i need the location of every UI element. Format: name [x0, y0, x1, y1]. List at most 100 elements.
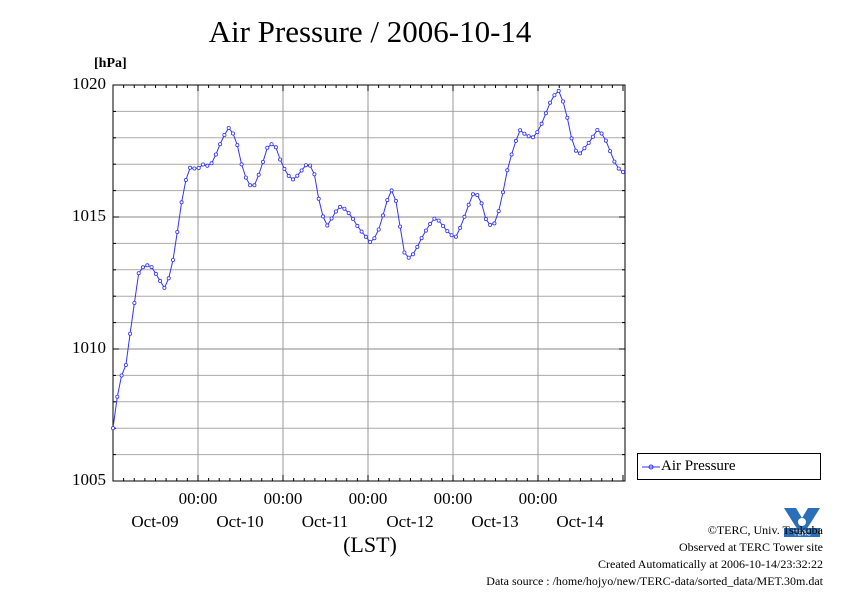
data-point [548, 100, 553, 105]
data-point [342, 206, 347, 211]
data-point [248, 183, 253, 188]
data-point [595, 127, 600, 132]
data-point [222, 132, 227, 137]
data-point [492, 221, 497, 226]
data-point [368, 240, 373, 245]
data-point [115, 394, 120, 399]
data-point [153, 271, 158, 276]
data-point [119, 373, 124, 378]
y-tick-label: 1005 [72, 470, 106, 489]
data-point [565, 115, 570, 120]
x-tick-date: Oct-09 [131, 512, 179, 531]
data-point [436, 218, 441, 223]
source-text: Data source : /home/hojyo/new/TERC-data/… [486, 574, 823, 588]
x-tick-time: 00:00 [178, 489, 218, 508]
data-point [273, 145, 278, 150]
data-point [449, 233, 454, 238]
y-tick-label: 1015 [72, 206, 106, 225]
data-point [175, 229, 180, 234]
y-tick-label: 1020 [72, 74, 106, 93]
data-point [376, 227, 381, 232]
data-point [252, 183, 257, 188]
data-point [621, 170, 626, 175]
data-point [200, 162, 205, 167]
data-point [235, 143, 240, 148]
logo-text: TERC [792, 530, 811, 538]
data-point [591, 134, 596, 139]
x-axis-label: (LST) [343, 532, 397, 557]
data-point [599, 131, 604, 136]
data-point [582, 146, 587, 151]
x-tick-date: Oct-10 [216, 512, 264, 531]
data-point [440, 223, 445, 228]
axes-frame [112, 84, 626, 482]
legend-label: Air Pressure [661, 458, 736, 474]
data-point [299, 168, 304, 173]
data-point [162, 285, 167, 290]
data-point [496, 209, 501, 214]
legend-marker-icon [642, 464, 660, 470]
data-point [183, 177, 188, 182]
data-point [256, 172, 261, 177]
data-point [500, 190, 505, 195]
legend: Air Pressure [637, 453, 821, 480]
data-point [556, 88, 561, 93]
data-point [573, 148, 578, 153]
data-point [398, 224, 403, 229]
data-point [479, 201, 484, 206]
terc-logo: TERC [782, 504, 822, 538]
data-point [325, 223, 330, 228]
data-point [132, 300, 137, 305]
air-pressure-points [111, 88, 626, 431]
data-point [338, 204, 343, 209]
data-point [470, 192, 475, 197]
x-tick-time: 00:00 [518, 489, 558, 508]
x-tick-time: 00:00 [348, 489, 388, 508]
data-point [526, 134, 531, 139]
data-point [423, 228, 428, 233]
data-point [346, 211, 351, 216]
data-point [290, 177, 295, 182]
data-point [419, 236, 424, 241]
data-point [295, 173, 300, 178]
data-point [393, 198, 398, 203]
data-point [535, 130, 540, 135]
x-tick-time: 00:00 [263, 489, 303, 508]
data-point [209, 161, 214, 166]
data-point [543, 111, 548, 116]
y-axis-unit: [hPa] [94, 56, 127, 71]
data-point [616, 166, 621, 171]
data-point [612, 159, 617, 164]
data-point [578, 151, 583, 156]
data-point [432, 216, 437, 221]
data-point [359, 229, 364, 234]
data-point [458, 225, 463, 230]
data-point [179, 200, 184, 205]
data-point [188, 165, 193, 170]
data-point [483, 217, 488, 222]
data-point [128, 331, 133, 336]
x-tick-date: Oct-11 [301, 512, 349, 531]
plot-frame [112, 84, 626, 482]
data-point [569, 136, 574, 141]
data-point [552, 93, 557, 98]
data-point [158, 278, 163, 283]
data-point [445, 229, 450, 234]
data-point [513, 138, 518, 143]
data-point [166, 276, 171, 281]
data-point [466, 202, 471, 207]
data-point [329, 216, 334, 221]
data-point [265, 145, 270, 150]
created-text: Created Automatically at 2006-10-14/23:3… [598, 557, 823, 571]
copyright-text: ©TERC, Univ. Tsukuba [707, 523, 823, 537]
data-point [372, 236, 377, 241]
data-point [282, 166, 287, 171]
data-point [269, 142, 274, 147]
data-point [608, 149, 613, 154]
data-point [380, 213, 385, 218]
data-point [586, 140, 591, 145]
observed-text: Observed at TERC Tower site [678, 540, 823, 554]
data-point [488, 222, 493, 227]
data-point [410, 252, 415, 257]
grid-lines [113, 85, 625, 481]
